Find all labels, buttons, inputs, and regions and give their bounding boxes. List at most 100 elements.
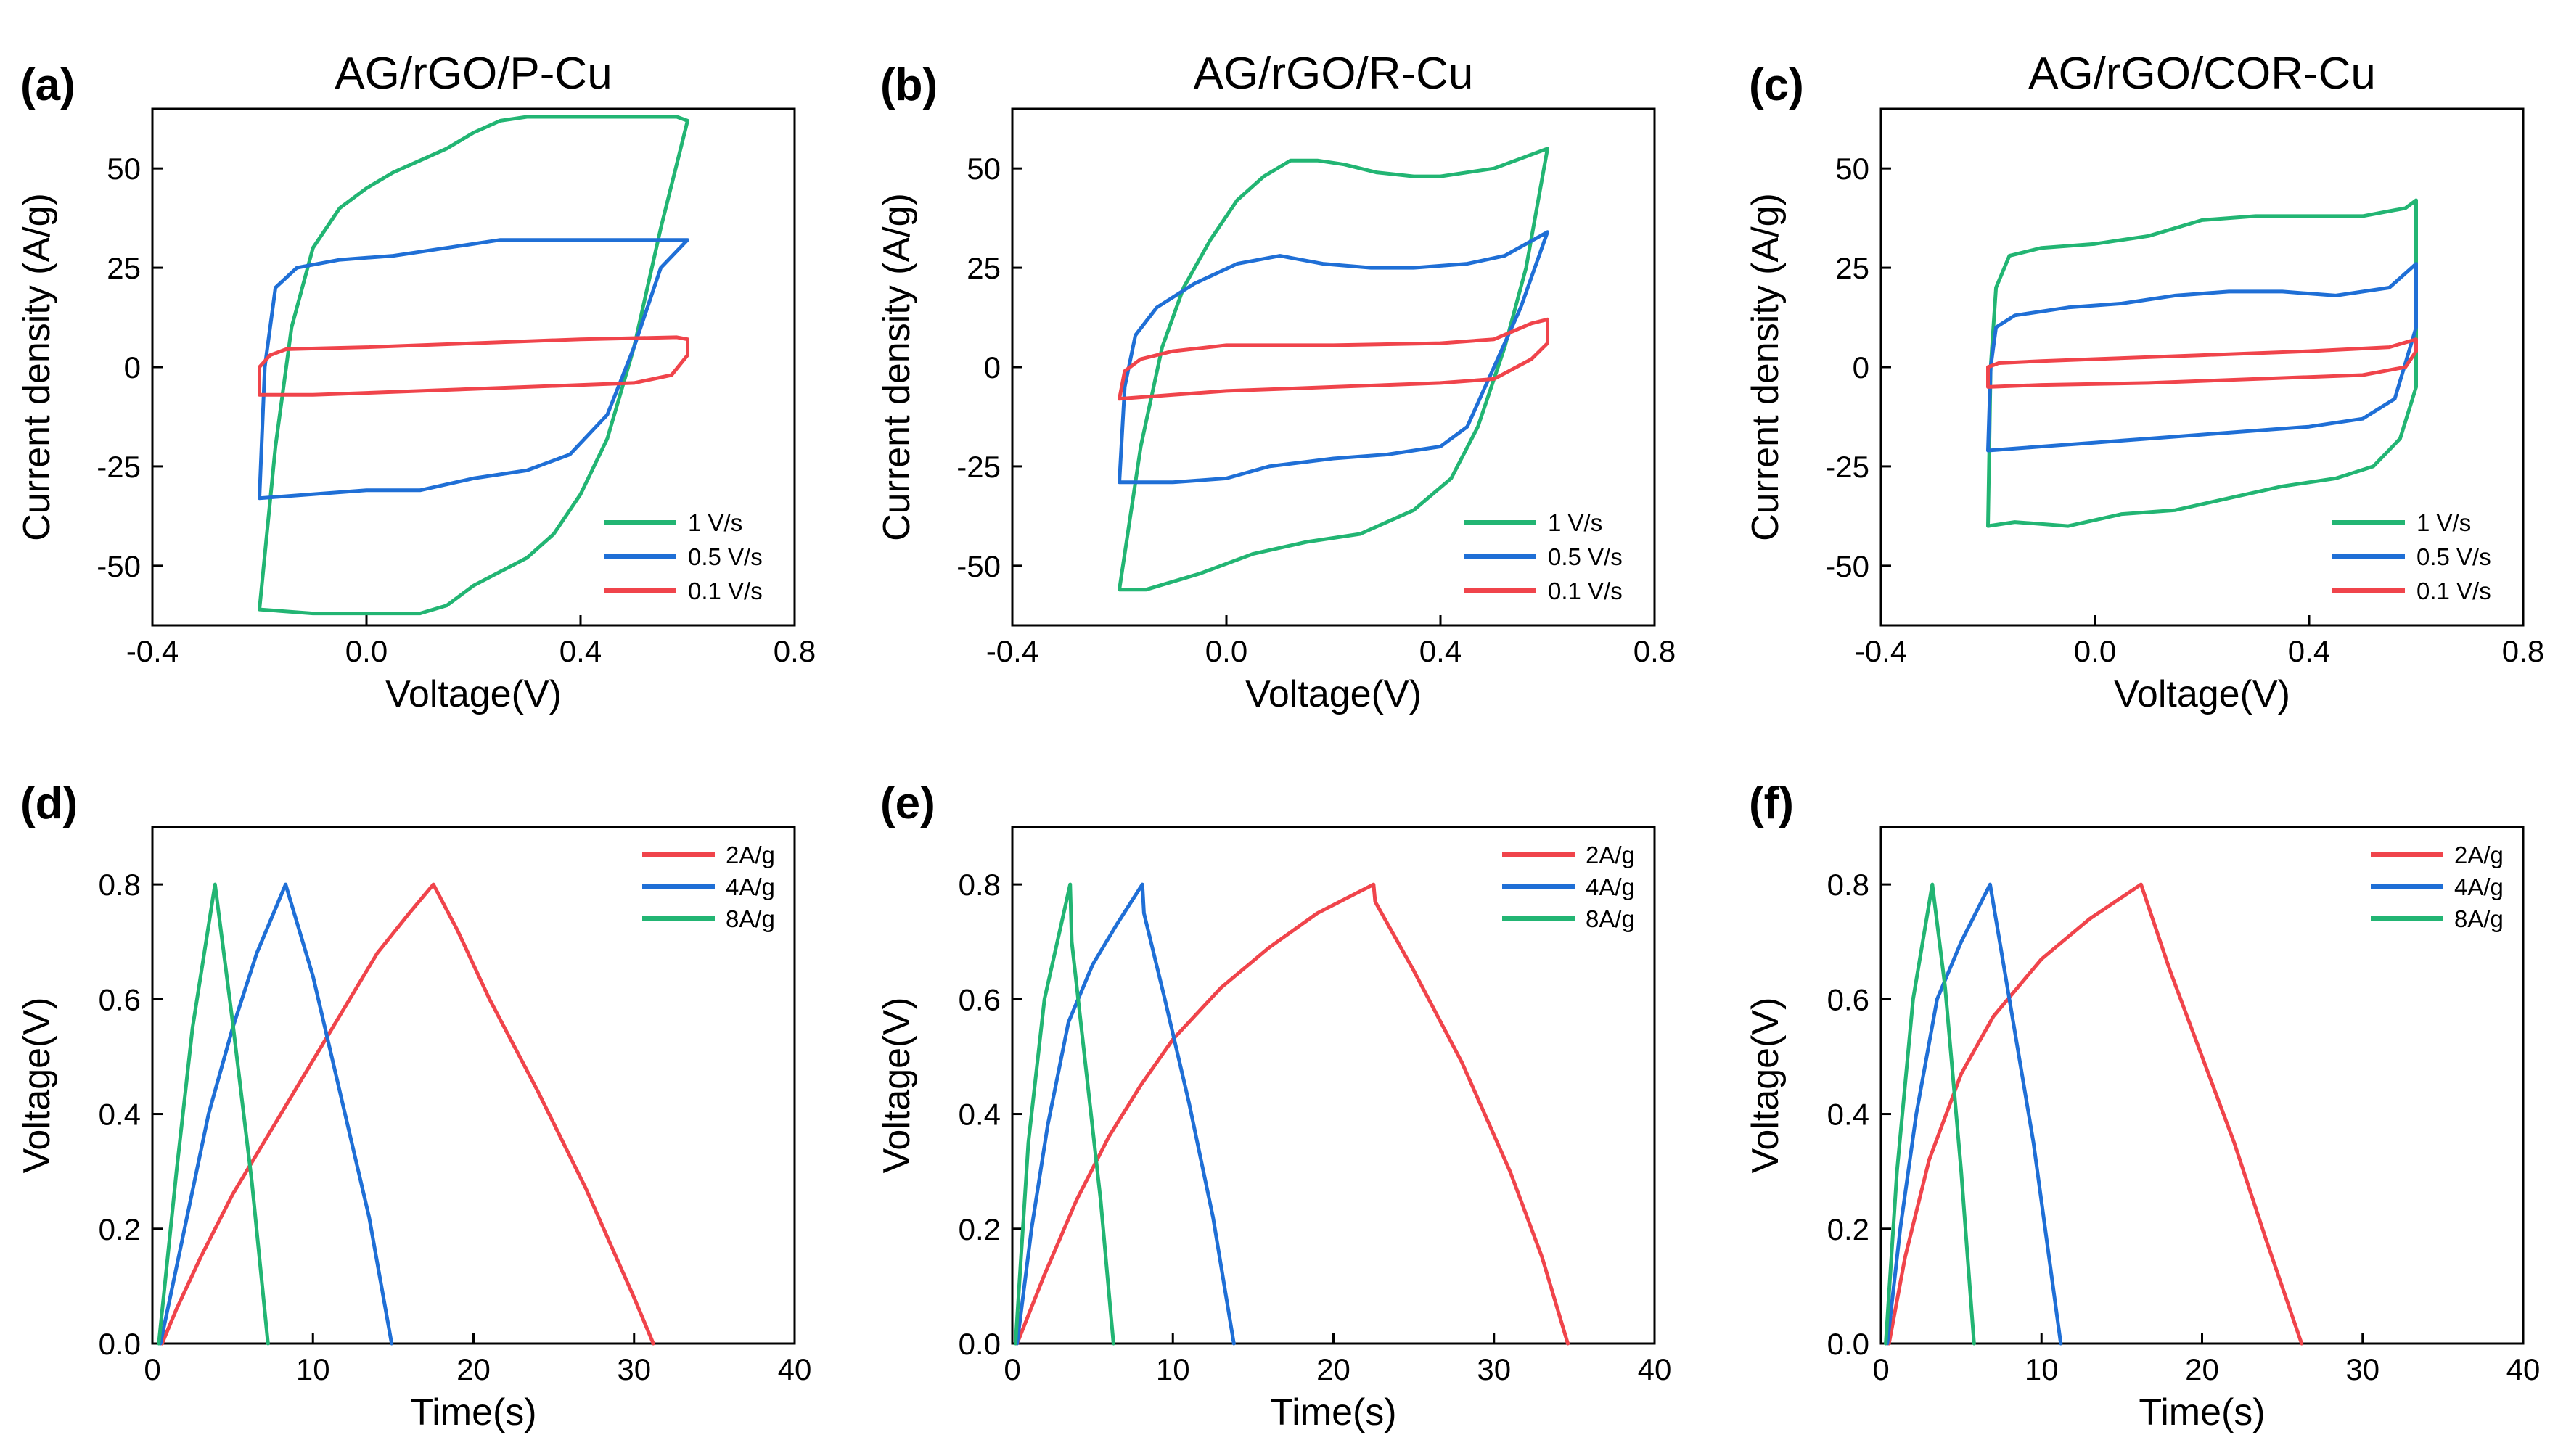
x-tick-label: 0.0 (345, 634, 388, 668)
x-tick-label: 10 (2025, 1352, 2059, 1386)
legend-label: 1 V/s (2416, 509, 2471, 536)
plot-frame (1879, 826, 2525, 1345)
series-line-8a-g (1884, 882, 1976, 1346)
series-line-4a-g (1015, 882, 1236, 1346)
legend-label: 0.1 V/s (688, 577, 763, 604)
x-tick-label: 40 (2506, 1352, 2541, 1386)
y-tick-label: -25 (1825, 450, 1869, 484)
legend-label: 0.5 V/s (1548, 543, 1623, 570)
y-tick-label: 0.8 (1827, 868, 1869, 902)
series-line-2a-g (1887, 882, 2304, 1346)
series-line-1-v-s (1986, 198, 2418, 528)
x-tick-label: 10 (296, 1352, 330, 1386)
plot-frame (151, 826, 796, 1345)
y-tick-label: 0.6 (959, 982, 1001, 1016)
panel-label: (a) (20, 60, 75, 110)
x-tick-label: 30 (1477, 1352, 1511, 1386)
y-tick-label: -50 (956, 549, 1001, 583)
x-tick-label: 0.4 (2288, 634, 2330, 668)
panel-a: (a) AG/rGO/P-Cu -0.4 0.0 0.4 0.8 -50 -25 0 25 50 Vo… (16, 49, 816, 715)
y-tick-label: 0 (984, 350, 1001, 384)
y-tick-label: 0.0 (959, 1327, 1001, 1361)
legend-label: 8A/g (726, 905, 775, 932)
series-line-4a-g (158, 882, 394, 1346)
y-tick-label: 0.6 (99, 982, 141, 1016)
y-tick-label: 0.0 (99, 1327, 141, 1361)
y-tick-label: 0.0 (1827, 1327, 1869, 1361)
y-tick-label: 50 (967, 152, 1001, 186)
x-tick-label: 0 (1004, 1352, 1020, 1386)
series-line-0-5-v-s (258, 238, 689, 501)
series-line-0-1-v-s (258, 335, 689, 397)
y-tick-label: 0.4 (959, 1098, 1001, 1132)
x-tick-label: 40 (1638, 1352, 1672, 1386)
x-tick-label: 30 (2345, 1352, 2379, 1386)
y-tick-label: 25 (107, 251, 141, 285)
panel-title: AG/rGO/R-Cu (1194, 49, 1474, 99)
series-line-2a-g (1015, 882, 1570, 1346)
y-axis-title: Voltage(V) (16, 998, 58, 1174)
x-tick-label: -0.4 (1855, 634, 1907, 668)
y-axis-title: Current density (A/g) (876, 193, 918, 541)
series-line-8a-g (157, 882, 270, 1346)
legend-label: 2A/g (2454, 842, 2504, 868)
legend-label: 4A/g (2454, 873, 2504, 900)
y-tick-label: 0 (1853, 350, 1869, 384)
series-line-0-5-v-s (1986, 262, 2418, 453)
y-tick-label: 0.6 (1827, 982, 1869, 1016)
series-line-1-v-s (1118, 147, 1549, 592)
y-axis-title: Voltage(V) (1745, 998, 1787, 1174)
panel-title: AG/rGO/COR-Cu (2028, 49, 2376, 99)
legend-label: 4A/g (1586, 873, 1635, 900)
series-line-1-v-s (258, 115, 689, 616)
x-axis-title: Voltage(V) (2114, 673, 2290, 715)
legend-label: 4A/g (726, 873, 775, 900)
legend: 2A/g 4A/g 8A/g (2371, 842, 2504, 932)
x-tick-label: 20 (2185, 1352, 2219, 1386)
x-axis-title: Voltage(V) (1245, 673, 1422, 715)
x-axis-title: Time(s) (410, 1391, 536, 1434)
legend: 1 V/s 0.5 V/s 0.1 V/s (604, 509, 763, 604)
series-line-0-1-v-s (1118, 317, 1549, 401)
series-line-0-5-v-s (1118, 230, 1549, 485)
panel-label: (f) (1749, 778, 1794, 828)
x-tick-label: 0.8 (2502, 634, 2544, 668)
y-tick-label: 0.4 (99, 1098, 141, 1132)
panel-label: (c) (1749, 60, 1804, 110)
y-tick-label: 0.2 (1827, 1212, 1869, 1246)
x-tick-label: 30 (617, 1352, 651, 1386)
y-axis-title: Current density (A/g) (1745, 193, 1787, 541)
legend-label: 1 V/s (1548, 509, 1602, 536)
y-tick-label: -50 (1825, 549, 1869, 583)
x-tick-label: 0.0 (2074, 634, 2116, 668)
legend-label: 0.5 V/s (688, 543, 763, 570)
panel-b: (b) AG/rGO/R-Cu -0.4 0.0 0.4 0.8 -50 -25 0 25 50 Vo… (876, 49, 1676, 715)
x-axis-title: Time(s) (1270, 1391, 1396, 1434)
panel-d: (d) 0 10 20 30 40 0.0 0.2 0.4 0.6 0.8 Time(s) Voltag… (16, 778, 811, 1434)
legend-label: 2A/g (1586, 842, 1635, 868)
panel-title: AG/rGO/P-Cu (335, 49, 612, 99)
legend-label: 8A/g (1586, 905, 1635, 932)
panel-label: (d) (20, 778, 78, 828)
panel-label: (e) (880, 778, 935, 828)
y-tick-label: 0.2 (99, 1212, 141, 1246)
series-line-0-1-v-s (1986, 337, 2418, 389)
y-tick-label: 25 (1835, 251, 1869, 285)
series-line-2a-g (160, 882, 655, 1346)
x-tick-label: 0 (1872, 1352, 1889, 1386)
series-line-4a-g (1885, 882, 2063, 1346)
x-tick-label: 10 (1156, 1352, 1190, 1386)
y-tick-label: 0.2 (959, 1212, 1001, 1246)
y-tick-label: 0 (124, 350, 141, 384)
x-tick-label: 0.4 (1419, 634, 1462, 668)
x-tick-label: 0.8 (1633, 634, 1676, 668)
x-tick-label: -0.4 (986, 634, 1038, 668)
y-axis-title: Voltage(V) (876, 998, 918, 1174)
panel-e: (e) 0 10 20 30 40 0.0 0.2 0.4 0.6 0.8 Time(s) Voltag… (876, 778, 1671, 1434)
panel-f: (f) 0 10 20 30 40 0.0 0.2 0.4 0.6 0.8 Time(s) Voltag… (1745, 778, 2540, 1434)
legend-label: 2A/g (726, 842, 775, 868)
y-tick-label: -25 (97, 450, 141, 484)
y-tick-label: 0.8 (99, 868, 141, 902)
x-tick-label: 20 (1316, 1352, 1350, 1386)
